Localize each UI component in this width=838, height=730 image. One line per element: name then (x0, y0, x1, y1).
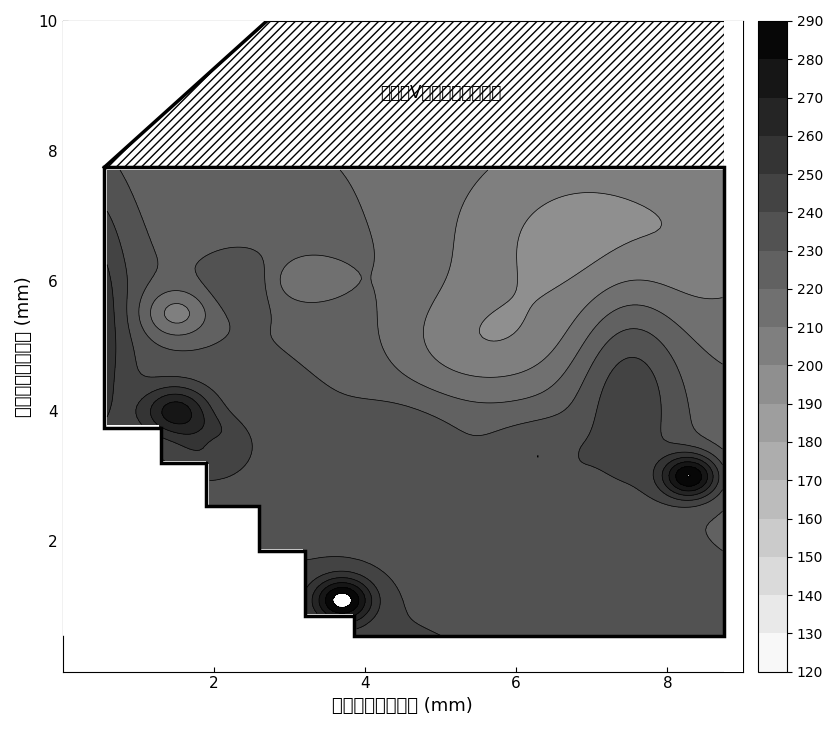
Text: 平行于V型缺口的显微组织: 平行于V型缺口的显微组织 (380, 83, 501, 101)
Polygon shape (104, 21, 724, 167)
Polygon shape (63, 167, 104, 428)
Polygon shape (63, 21, 266, 167)
Polygon shape (63, 411, 354, 672)
Y-axis label: 冲击试样厚度方向 (mm): 冲击试样厚度方向 (mm) (15, 276, 33, 417)
X-axis label: 冲击试样长度方向 (mm): 冲击试样长度方向 (mm) (333, 697, 473, 715)
Polygon shape (724, 21, 781, 672)
